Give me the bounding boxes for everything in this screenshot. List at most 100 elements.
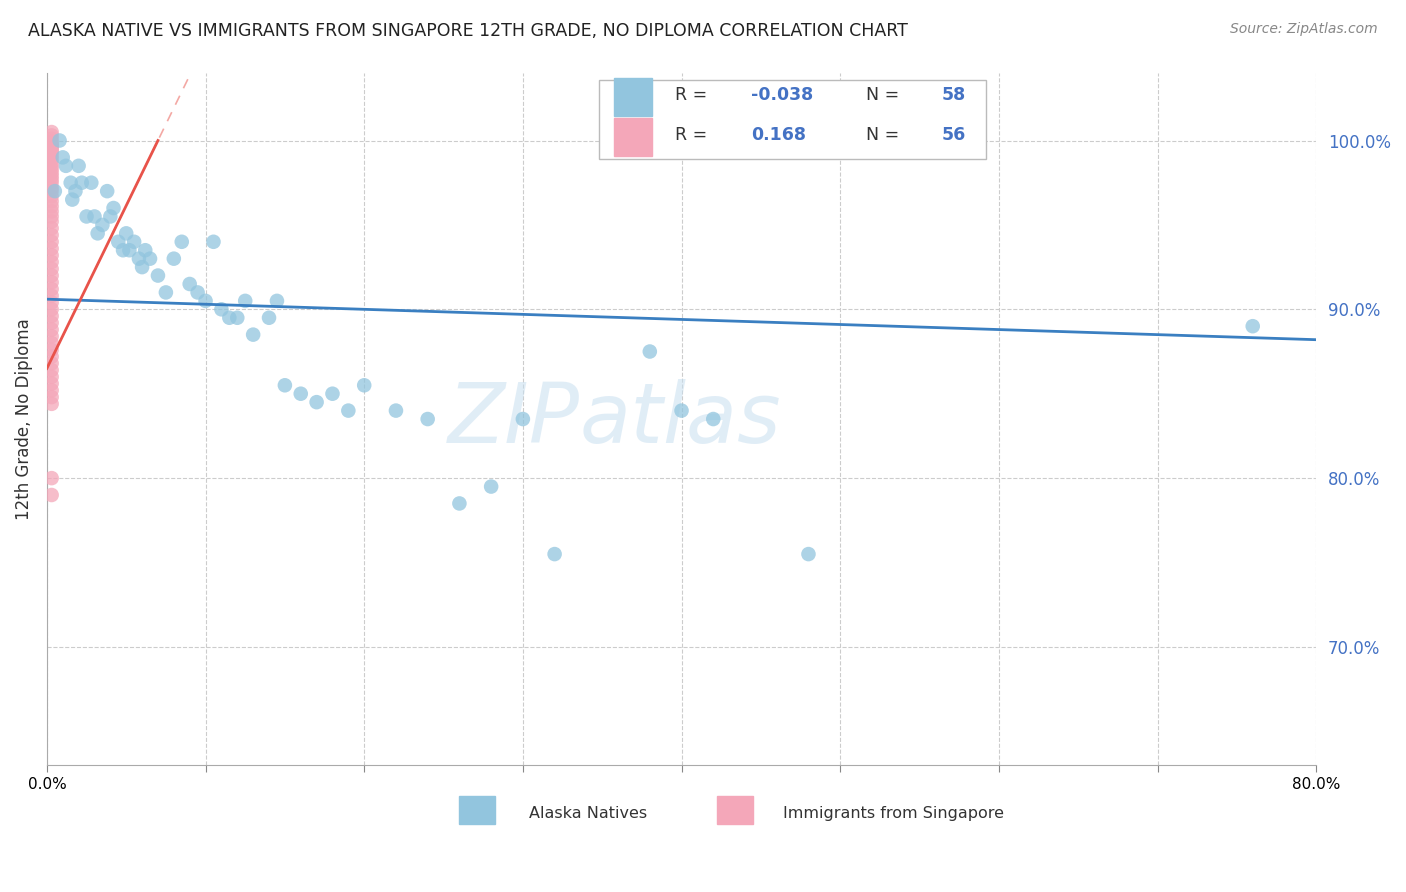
Point	[65, 184, 87, 198]
Point	[41, 184, 63, 198]
Point	[416, 412, 439, 426]
Text: R =: R =	[675, 126, 707, 145]
Point	[41, 204, 63, 219]
Point	[41, 128, 63, 143]
Point	[41, 275, 63, 289]
Point	[112, 244, 135, 258]
Point	[41, 316, 63, 330]
Point	[41, 140, 63, 154]
Point	[41, 289, 63, 303]
Point	[41, 214, 63, 228]
Point	[83, 210, 105, 224]
Point	[128, 252, 150, 266]
Point	[41, 149, 63, 163]
Text: ALASKA NATIVE VS IMMIGRANTS FROM SINGAPORE 12TH GRADE, NO DIPLOMA CORRELATION CH: ALASKA NATIVE VS IMMIGRANTS FROM SINGAPO…	[28, 22, 908, 40]
Point	[41, 176, 63, 190]
Point	[70, 176, 93, 190]
Point	[41, 135, 63, 149]
Bar	[717, 797, 752, 824]
Point	[60, 193, 83, 207]
Point	[41, 295, 63, 310]
Point	[59, 176, 82, 190]
Point	[41, 159, 63, 173]
Point	[41, 390, 63, 404]
Point	[41, 142, 63, 156]
Point	[242, 327, 264, 342]
Point	[163, 252, 186, 266]
Text: 58: 58	[942, 87, 966, 104]
Point	[170, 235, 193, 249]
Point	[353, 378, 375, 392]
Point	[202, 235, 225, 249]
Text: N =: N =	[866, 126, 898, 145]
Point	[41, 144, 63, 158]
Point	[209, 302, 232, 317]
Point	[41, 261, 63, 276]
Point	[41, 155, 63, 169]
Point	[76, 210, 98, 224]
Point	[41, 363, 63, 377]
Point	[52, 150, 75, 164]
Point	[41, 384, 63, 398]
Y-axis label: 12th Grade, No Diploma: 12th Grade, No Diploma	[15, 318, 32, 520]
Point	[41, 152, 63, 166]
Point	[86, 227, 108, 241]
Point	[41, 255, 63, 269]
Text: R =: R =	[675, 87, 707, 104]
Point	[48, 134, 70, 148]
Bar	[614, 118, 652, 156]
Point	[103, 201, 125, 215]
Point	[41, 172, 63, 186]
Text: Source: ZipAtlas.com: Source: ZipAtlas.com	[1230, 22, 1378, 37]
Point	[41, 356, 63, 370]
Point	[41, 282, 63, 296]
Point	[41, 162, 63, 177]
Point	[41, 165, 63, 179]
Point	[41, 210, 63, 224]
Point	[41, 248, 63, 262]
Point	[385, 403, 408, 417]
Point	[41, 227, 63, 242]
Point	[139, 252, 162, 266]
Point	[41, 471, 63, 485]
Point	[41, 336, 63, 351]
Point	[702, 412, 724, 426]
Point	[41, 125, 63, 139]
Text: N =: N =	[866, 87, 898, 104]
Point	[274, 378, 297, 392]
Point	[134, 244, 156, 258]
Point	[1241, 319, 1264, 334]
Point	[479, 479, 502, 493]
Point	[41, 309, 63, 323]
Point	[122, 235, 145, 249]
Point	[131, 260, 153, 274]
Point	[305, 395, 328, 409]
Point	[155, 285, 177, 300]
Point	[797, 547, 820, 561]
Point	[543, 547, 565, 561]
Text: Immigrants from Singapore: Immigrants from Singapore	[783, 806, 1004, 821]
Text: -0.038: -0.038	[751, 87, 814, 104]
Point	[41, 268, 63, 283]
Point	[321, 386, 343, 401]
Point	[41, 302, 63, 317]
Point	[41, 322, 63, 336]
Point	[290, 386, 312, 401]
Point	[41, 369, 63, 384]
Text: 56: 56	[942, 126, 966, 145]
Point	[41, 169, 63, 183]
Point	[337, 403, 360, 417]
Point	[41, 242, 63, 256]
Point	[41, 132, 63, 146]
Point	[55, 159, 77, 173]
Point	[233, 293, 256, 308]
Point	[218, 310, 240, 325]
Point	[41, 181, 63, 195]
Point	[41, 350, 63, 364]
Point	[41, 376, 63, 391]
Point	[41, 199, 63, 213]
Point	[115, 227, 138, 241]
Point	[96, 184, 118, 198]
Point	[146, 268, 169, 283]
Bar	[614, 78, 652, 116]
